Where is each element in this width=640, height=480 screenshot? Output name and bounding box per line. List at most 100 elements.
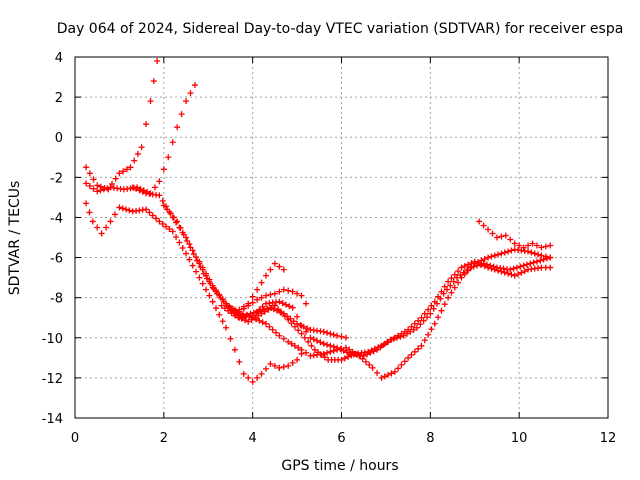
data-point-marker bbox=[308, 342, 315, 349]
data-point-marker bbox=[537, 257, 544, 264]
data-point-marker bbox=[327, 342, 334, 349]
data-point-marker bbox=[278, 309, 285, 316]
data-point-marker bbox=[391, 334, 398, 341]
data-point-marker bbox=[176, 239, 183, 246]
series-track-10 bbox=[476, 218, 554, 251]
y-tick-label: -6 bbox=[50, 252, 63, 267]
x-tick-label: 4 bbox=[249, 431, 257, 446]
data-point-marker bbox=[495, 251, 502, 258]
data-point-marker bbox=[156, 192, 163, 199]
data-point-marker bbox=[401, 328, 408, 335]
data-point-marker bbox=[227, 335, 234, 342]
data-point-marker bbox=[481, 256, 488, 263]
data-point-marker bbox=[501, 269, 508, 276]
data-point-marker bbox=[276, 288, 283, 295]
data-point-marker bbox=[249, 299, 256, 306]
data-point-marker bbox=[258, 279, 265, 286]
data-point-marker bbox=[523, 261, 530, 268]
series-track-3 bbox=[83, 200, 283, 385]
data-point-marker bbox=[183, 98, 190, 105]
data-point-marker bbox=[502, 232, 509, 239]
data-point-marker bbox=[294, 356, 301, 363]
data-point-marker bbox=[518, 269, 525, 276]
data-point-marker bbox=[165, 154, 172, 161]
data-point-marker bbox=[298, 292, 305, 299]
data-point-marker bbox=[330, 343, 337, 350]
data-point-marker bbox=[256, 306, 263, 313]
chart-title: Day 064 of 2024, Sidereal Day-to-day VTE… bbox=[57, 21, 624, 37]
data-point-marker bbox=[330, 331, 337, 338]
data-point-marker bbox=[395, 332, 402, 339]
data-point-marker bbox=[505, 270, 512, 277]
data-point-marker bbox=[344, 349, 351, 356]
data-point-marker bbox=[94, 224, 101, 231]
data-point-marker bbox=[508, 271, 515, 278]
data-point-marker bbox=[381, 340, 388, 347]
data-point-marker bbox=[291, 323, 298, 330]
data-point-marker bbox=[453, 274, 460, 281]
data-point-marker bbox=[498, 268, 505, 275]
data-point-marker bbox=[495, 267, 502, 274]
data-point-marker bbox=[241, 317, 248, 324]
data-point-marker bbox=[139, 188, 146, 195]
data-point-marker bbox=[455, 268, 462, 275]
data-point-marker bbox=[169, 228, 176, 235]
data-point-marker bbox=[281, 313, 288, 320]
data-point-marker bbox=[159, 197, 166, 204]
data-point-marker bbox=[543, 255, 550, 262]
data-point-marker bbox=[471, 258, 478, 265]
data-point-marker bbox=[461, 263, 468, 270]
data-point-marker bbox=[86, 183, 93, 190]
x-tick-label: 6 bbox=[337, 431, 345, 446]
data-point-marker bbox=[301, 334, 308, 341]
data-point-marker bbox=[441, 301, 448, 308]
data-point-marker bbox=[321, 354, 328, 361]
data-point-marker bbox=[427, 310, 434, 317]
data-point-marker bbox=[507, 266, 514, 273]
data-point-marker bbox=[465, 261, 472, 268]
data-point-marker bbox=[264, 305, 271, 312]
data-point-marker bbox=[187, 244, 194, 251]
data-point-marker bbox=[398, 330, 405, 337]
data-point-marker bbox=[219, 296, 226, 303]
data-point-marker bbox=[410, 326, 417, 333]
data-point-marker bbox=[525, 248, 532, 255]
data-point-marker bbox=[280, 335, 287, 342]
data-point-marker bbox=[425, 331, 432, 338]
y-tick-label: -8 bbox=[50, 292, 63, 307]
data-point-marker bbox=[421, 337, 428, 344]
data-point-marker bbox=[381, 373, 388, 380]
y-axis-label: SDTVAR / TECUs bbox=[7, 181, 23, 296]
series-track-1 bbox=[83, 58, 161, 193]
data-point-marker bbox=[86, 209, 93, 216]
data-point-marker bbox=[231, 312, 238, 319]
data-point-marker bbox=[294, 290, 301, 297]
data-point-marker bbox=[428, 326, 435, 333]
data-point-marker bbox=[362, 358, 369, 365]
data-point-marker bbox=[421, 310, 428, 317]
data-point-marker bbox=[467, 264, 474, 271]
data-point-marker bbox=[324, 349, 331, 356]
y-tick-label: 0 bbox=[55, 131, 63, 146]
data-point-marker bbox=[120, 168, 127, 175]
data-point-marker bbox=[199, 280, 206, 287]
data-point-marker bbox=[531, 250, 538, 257]
data-point-marker bbox=[272, 329, 279, 336]
data-point-marker bbox=[480, 222, 487, 229]
data-point-marker bbox=[146, 209, 153, 216]
data-point-marker bbox=[174, 124, 181, 131]
data-point-marker bbox=[173, 233, 180, 240]
data-point-marker bbox=[488, 265, 495, 272]
data-point-marker bbox=[451, 284, 458, 291]
data-point-marker bbox=[408, 351, 415, 358]
data-point-marker bbox=[505, 248, 512, 255]
data-point-marker bbox=[528, 249, 535, 256]
data-point-marker bbox=[476, 218, 483, 225]
data-point-marker bbox=[94, 182, 101, 189]
data-point-marker bbox=[129, 184, 136, 191]
data-point-marker bbox=[405, 354, 412, 361]
data-point-marker bbox=[285, 338, 292, 345]
data-point-marker bbox=[478, 261, 485, 268]
data-point-marker bbox=[298, 322, 305, 329]
